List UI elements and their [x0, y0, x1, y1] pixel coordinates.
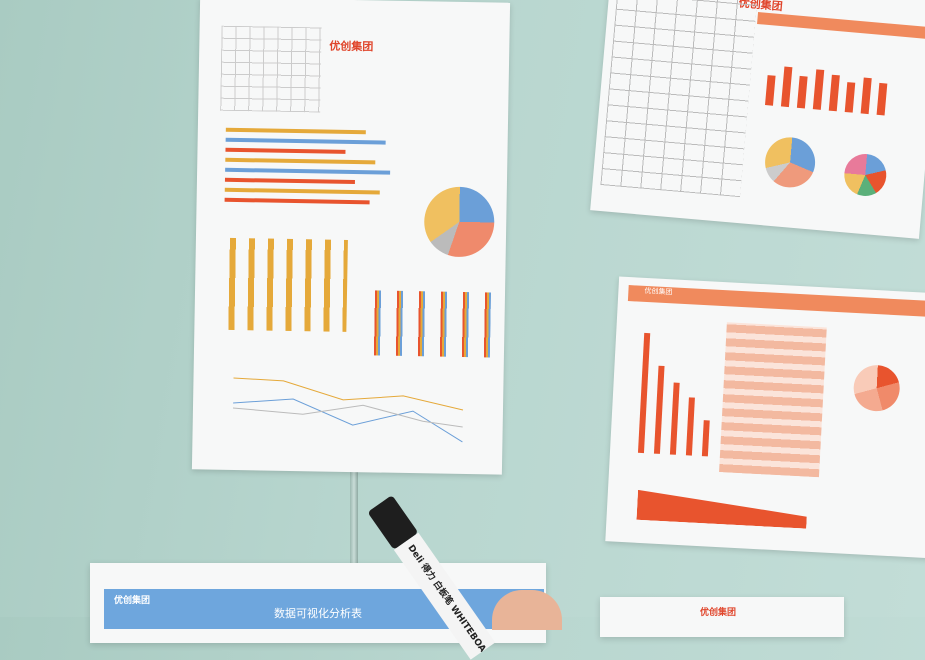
header-band: 优创集团	[627, 285, 925, 318]
horizontal-bar-chart	[224, 127, 396, 221]
hand	[492, 590, 562, 630]
data-table	[600, 0, 758, 198]
logo: 优创集团	[329, 39, 374, 54]
paper-top-left: 优创集团	[191, 0, 511, 475]
data-table	[220, 25, 322, 113]
paper-top-right: 优创集团	[590, 0, 925, 239]
pie-chart	[423, 186, 495, 258]
data-table	[719, 322, 827, 478]
donut-chart	[842, 152, 889, 198]
logo: 优创集团	[644, 286, 673, 297]
pie-chart	[852, 364, 901, 413]
logo: 优创集团	[700, 608, 737, 618]
paper-mid-right: 优创集团	[605, 276, 925, 559]
pie-chart	[763, 135, 818, 190]
report-title: 数据可视化分析表	[274, 607, 362, 620]
bar-chart	[637, 328, 724, 457]
logo: 优创集团	[114, 596, 151, 606]
area-chart	[636, 490, 807, 529]
bar-chart	[765, 45, 910, 117]
stacked-bar-chart	[226, 237, 348, 332]
grouped-bar-chart	[369, 290, 492, 358]
paper-bottom-right: 优创集团	[600, 597, 844, 637]
line-chart	[232, 377, 464, 443]
